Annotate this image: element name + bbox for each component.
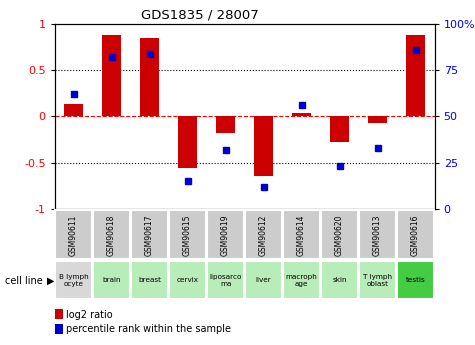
Bar bbox=[398, 210, 434, 259]
Bar bbox=[284, 210, 320, 259]
Bar bbox=[178, 117, 197, 168]
Text: GSM90616: GSM90616 bbox=[411, 214, 420, 256]
Text: GSM90620: GSM90620 bbox=[335, 214, 344, 256]
Bar bbox=[322, 261, 358, 299]
Text: macroph
age: macroph age bbox=[286, 274, 317, 287]
Text: GSM90612: GSM90612 bbox=[259, 214, 268, 256]
Text: liposarco
ma: liposarco ma bbox=[209, 274, 242, 287]
Bar bbox=[132, 210, 168, 259]
Text: ▶: ▶ bbox=[47, 276, 54, 286]
Bar bbox=[330, 117, 349, 142]
Bar bbox=[64, 105, 83, 117]
Bar bbox=[208, 210, 244, 259]
Bar bbox=[360, 261, 396, 299]
Text: B lymph
ocyte: B lymph ocyte bbox=[59, 274, 88, 287]
Text: GSM90618: GSM90618 bbox=[107, 214, 116, 256]
Text: skin: skin bbox=[332, 277, 347, 283]
Bar bbox=[56, 210, 92, 259]
Text: breast: breast bbox=[138, 277, 161, 283]
Text: GSM90615: GSM90615 bbox=[183, 214, 192, 256]
Bar bbox=[246, 210, 282, 259]
Bar bbox=[246, 261, 282, 299]
Text: cervix: cervix bbox=[177, 277, 199, 283]
Bar bbox=[406, 35, 425, 117]
Bar bbox=[170, 210, 206, 259]
Bar bbox=[56, 261, 92, 299]
Text: percentile rank within the sample: percentile rank within the sample bbox=[66, 324, 231, 334]
Bar bbox=[94, 210, 130, 259]
Text: T lymph
oblast: T lymph oblast bbox=[363, 274, 392, 287]
Text: GSM90614: GSM90614 bbox=[297, 214, 306, 256]
Bar bbox=[292, 113, 311, 117]
Text: liver: liver bbox=[256, 277, 272, 283]
Bar bbox=[398, 261, 434, 299]
Bar bbox=[284, 261, 320, 299]
Text: brain: brain bbox=[103, 277, 121, 283]
Bar bbox=[360, 210, 396, 259]
Text: GSM90611: GSM90611 bbox=[69, 214, 78, 256]
Bar bbox=[140, 38, 159, 117]
Text: cell line: cell line bbox=[5, 276, 42, 286]
Text: GSM90617: GSM90617 bbox=[145, 214, 154, 256]
Bar bbox=[132, 261, 168, 299]
Bar bbox=[368, 117, 387, 123]
Text: GSM90619: GSM90619 bbox=[221, 214, 230, 256]
Bar bbox=[322, 210, 358, 259]
Bar bbox=[94, 261, 130, 299]
Text: GSM90613: GSM90613 bbox=[373, 214, 382, 256]
Text: testis: testis bbox=[406, 277, 426, 283]
Bar bbox=[102, 35, 121, 117]
Bar bbox=[170, 261, 206, 299]
Bar bbox=[208, 261, 244, 299]
Text: GDS1835 / 28007: GDS1835 / 28007 bbox=[141, 9, 258, 22]
Text: log2 ratio: log2 ratio bbox=[66, 310, 113, 319]
Bar bbox=[254, 117, 273, 176]
Bar bbox=[216, 117, 235, 133]
